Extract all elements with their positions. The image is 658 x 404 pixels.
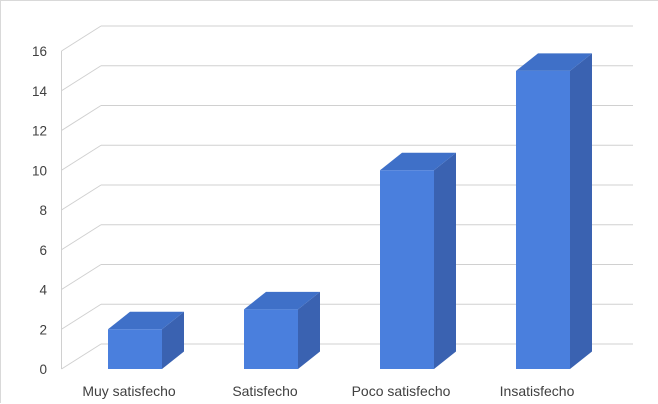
x-category-label: Satisfecho <box>232 383 298 399</box>
bar-front <box>244 309 298 369</box>
bars <box>108 53 592 369</box>
gridline-depth-6 <box>61 224 102 251</box>
bar-2 <box>380 152 456 369</box>
y-tick-label: 4 <box>39 283 47 298</box>
x-category-label: Muy satisfecho <box>82 383 176 399</box>
gridline-depth-10 <box>61 144 102 171</box>
bar-front <box>108 329 162 369</box>
y-tick-label: 10 <box>32 163 47 178</box>
bar-top <box>380 152 456 171</box>
gridline-depth-0 <box>61 343 102 370</box>
gridline-depth-4 <box>61 264 102 290</box>
gridline-depth-12 <box>61 105 102 131</box>
y-tick-label: 2 <box>39 322 47 337</box>
bar-side <box>162 311 184 369</box>
y-tick-label: 14 <box>32 84 48 99</box>
bar-side <box>570 53 592 369</box>
bar-top <box>108 311 184 330</box>
bar-front <box>516 70 570 369</box>
bar-front <box>380 170 434 369</box>
bar-3 <box>516 53 592 369</box>
y-axis-ticks: 0 2 4 6 8 10 12 14 16 <box>32 44 48 377</box>
bar-top <box>516 53 592 71</box>
gridline-depth-16 <box>61 25 102 52</box>
y-tick-label: 0 <box>39 362 47 377</box>
y-tick-label: 6 <box>39 243 47 258</box>
bar-top <box>244 291 320 310</box>
x-axis-labels: Muy satisfecho Satisfecho Poco satisfecho I… <box>82 383 574 399</box>
y-tick-label: 16 <box>32 44 47 59</box>
bar-side <box>298 291 320 369</box>
bar-0 <box>108 311 184 369</box>
y-tick-label: 12 <box>32 124 47 139</box>
gridline-depth-14 <box>61 65 102 92</box>
x-category-label: Poco satisfecho <box>352 383 451 399</box>
gridline-depth-2 <box>61 303 102 330</box>
bar-1 <box>244 291 320 369</box>
bar-side <box>434 152 456 369</box>
y-tick-label: 8 <box>39 203 47 218</box>
x-category-label: Insatisfecho <box>500 383 575 399</box>
gridline-depth-8 <box>61 184 102 211</box>
